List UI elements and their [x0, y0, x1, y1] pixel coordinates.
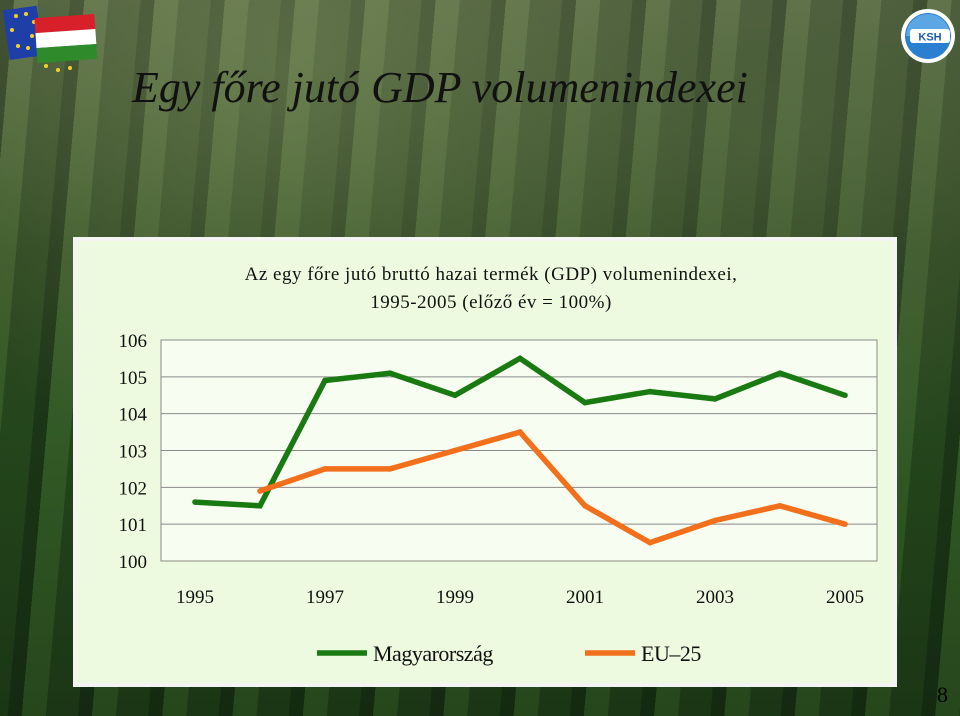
chart-subtitle: 1995-2005 (előző év = 100%): [370, 292, 612, 313]
chart-title: Az egy főre jutó bruttó hazai termék (GD…: [245, 264, 738, 285]
y-tick-label: 101: [119, 515, 148, 536]
data-point: [777, 370, 783, 376]
data-point: [842, 392, 848, 399]
data-point: [257, 488, 263, 494]
x-tick-label: 2005: [826, 587, 864, 608]
eu-hungary-flag-icon: [2, 5, 98, 72]
legend-label: EU–25: [641, 641, 701, 666]
page-number: 8: [937, 682, 948, 707]
x-tick-label: 2001: [566, 587, 604, 608]
data-point: [192, 499, 198, 505]
data-point: [647, 388, 653, 395]
data-point: [452, 392, 458, 399]
y-tick-label: 102: [119, 478, 148, 499]
data-point: [777, 502, 783, 509]
x-tick-label: 1995: [176, 587, 214, 608]
data-point: [452, 447, 458, 454]
legend-label: Magyarország: [373, 641, 493, 666]
data-point: [322, 466, 328, 472]
data-point: [582, 502, 588, 509]
y-tick-label: 106: [119, 331, 148, 352]
data-point: [517, 429, 523, 435]
y-tick-label: 100: [119, 552, 148, 573]
x-tick-label: 2003: [696, 587, 734, 608]
data-point: [322, 377, 328, 384]
ksh-logo-text: KSH: [918, 32, 941, 44]
data-point: [712, 517, 718, 524]
data-point: [517, 355, 523, 362]
chart-panel: Az egy főre jutó bruttó hazai termék (GD…: [73, 237, 897, 687]
data-point: [647, 539, 653, 546]
x-tick-label: 1999: [436, 587, 474, 608]
gdp-line-chart: Az egy főre jutó bruttó hazai termék (GD…: [119, 264, 878, 666]
data-point: [387, 370, 393, 376]
y-tick-label: 104: [119, 405, 148, 426]
data-point: [842, 521, 848, 527]
x-tick-label: 1997: [306, 587, 344, 608]
ksh-logo-icon: KSH: [901, 9, 955, 63]
y-tick-label: 103: [119, 442, 148, 463]
data-point: [387, 466, 393, 472]
data-point: [257, 502, 263, 509]
data-point: [582, 399, 588, 406]
series-line-2: [259, 428, 846, 546]
y-tick-label: 105: [119, 368, 148, 389]
slide-title: Egy főre jutó GDP volumenindexei: [132, 63, 748, 112]
data-point: [712, 396, 718, 402]
